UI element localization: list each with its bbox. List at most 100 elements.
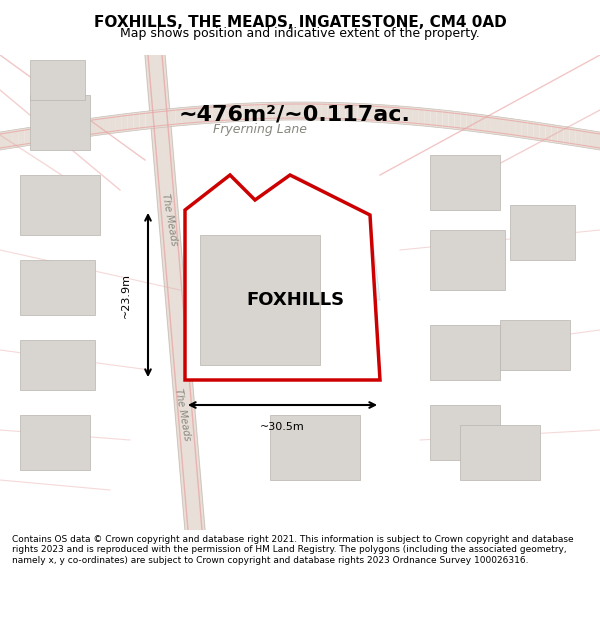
Polygon shape	[509, 118, 515, 137]
Bar	[20, 260, 95, 315]
Text: ~30.5m: ~30.5m	[260, 422, 305, 432]
Polygon shape	[145, 55, 205, 530]
Polygon shape	[569, 127, 576, 146]
Polygon shape	[436, 109, 442, 128]
Polygon shape	[109, 115, 115, 134]
Polygon shape	[139, 111, 145, 130]
Text: FOXHILLS: FOXHILLS	[246, 291, 344, 309]
Polygon shape	[455, 111, 461, 130]
Polygon shape	[503, 118, 509, 136]
Text: Map shows position and indicative extent of the property.: Map shows position and indicative extent…	[120, 27, 480, 39]
Polygon shape	[279, 102, 285, 120]
Polygon shape	[521, 120, 527, 139]
Polygon shape	[79, 119, 85, 138]
Bar	[510, 205, 575, 260]
Polygon shape	[497, 117, 503, 136]
Text: FOXHILLS, THE MEADS, INGATESTONE, CM4 0AD: FOXHILLS, THE MEADS, INGATESTONE, CM4 0A…	[94, 16, 506, 31]
Polygon shape	[448, 111, 455, 129]
Polygon shape	[406, 106, 412, 125]
Polygon shape	[182, 107, 188, 126]
Polygon shape	[236, 103, 242, 122]
Polygon shape	[352, 103, 358, 121]
Polygon shape	[303, 102, 309, 120]
Bar	[200, 235, 320, 365]
Polygon shape	[224, 104, 230, 122]
Polygon shape	[133, 112, 139, 131]
Polygon shape	[61, 122, 67, 141]
Polygon shape	[121, 114, 127, 132]
Polygon shape	[115, 114, 121, 133]
Polygon shape	[152, 110, 158, 129]
Polygon shape	[212, 105, 218, 123]
Polygon shape	[170, 108, 176, 127]
Polygon shape	[297, 102, 303, 120]
Polygon shape	[309, 102, 315, 120]
Polygon shape	[364, 104, 370, 122]
Polygon shape	[273, 102, 279, 120]
Polygon shape	[346, 103, 352, 121]
Polygon shape	[473, 114, 479, 132]
Polygon shape	[188, 106, 194, 125]
Polygon shape	[424, 108, 430, 127]
Polygon shape	[242, 103, 248, 121]
Polygon shape	[49, 124, 55, 142]
Polygon shape	[291, 102, 297, 120]
Polygon shape	[31, 126, 37, 145]
Bar	[500, 320, 570, 370]
Text: The Meads: The Meads	[173, 388, 193, 442]
Polygon shape	[388, 105, 394, 124]
Text: Fryerning Lane: Fryerning Lane	[213, 124, 307, 136]
Polygon shape	[145, 111, 152, 129]
Polygon shape	[315, 102, 321, 120]
Polygon shape	[194, 106, 200, 124]
Polygon shape	[515, 119, 521, 138]
Bar	[30, 60, 85, 100]
Bar	[430, 230, 505, 290]
Polygon shape	[400, 106, 406, 124]
Polygon shape	[594, 131, 600, 150]
Polygon shape	[442, 110, 448, 129]
Polygon shape	[327, 102, 334, 121]
Polygon shape	[24, 127, 31, 146]
Polygon shape	[55, 122, 61, 141]
Polygon shape	[254, 102, 260, 121]
Polygon shape	[37, 126, 43, 144]
Polygon shape	[479, 114, 485, 133]
Text: ~476m²/~0.117ac.: ~476m²/~0.117ac.	[179, 105, 411, 125]
Polygon shape	[67, 121, 73, 140]
Polygon shape	[430, 109, 436, 127]
Polygon shape	[467, 112, 473, 131]
Polygon shape	[176, 107, 182, 126]
Text: The Meads: The Meads	[160, 193, 179, 247]
Polygon shape	[527, 121, 533, 140]
Polygon shape	[545, 124, 551, 142]
Bar	[430, 405, 500, 460]
Bar	[430, 325, 500, 380]
Polygon shape	[127, 112, 133, 131]
Polygon shape	[485, 115, 491, 134]
Polygon shape	[588, 130, 594, 149]
Polygon shape	[12, 129, 18, 148]
Polygon shape	[582, 129, 588, 148]
Polygon shape	[382, 105, 388, 123]
Bar	[460, 425, 540, 480]
Bar	[20, 340, 95, 390]
Polygon shape	[551, 124, 557, 143]
Polygon shape	[576, 128, 582, 147]
Polygon shape	[103, 116, 109, 134]
Polygon shape	[185, 175, 380, 380]
Polygon shape	[230, 104, 236, 122]
Polygon shape	[206, 105, 212, 124]
Polygon shape	[248, 103, 254, 121]
Polygon shape	[491, 116, 497, 134]
Polygon shape	[6, 130, 12, 149]
Polygon shape	[200, 106, 206, 124]
Polygon shape	[97, 117, 103, 136]
Polygon shape	[260, 102, 266, 121]
Polygon shape	[218, 104, 224, 122]
Polygon shape	[557, 126, 563, 144]
Polygon shape	[285, 102, 291, 120]
Polygon shape	[266, 102, 273, 121]
Polygon shape	[533, 122, 539, 141]
Polygon shape	[85, 118, 91, 137]
